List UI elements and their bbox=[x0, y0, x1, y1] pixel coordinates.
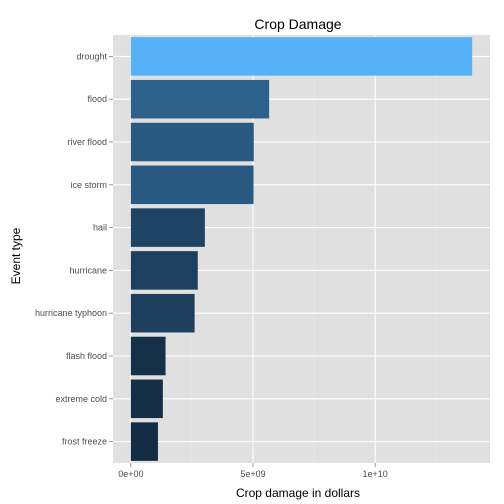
y-tick-label: flash flood bbox=[66, 351, 107, 361]
bar-river-flood bbox=[130, 122, 254, 162]
y-tick-label: hail bbox=[93, 223, 107, 233]
bar-drought bbox=[130, 37, 473, 76]
bar-ice-storm bbox=[130, 165, 254, 205]
bar-hurricane bbox=[130, 251, 198, 290]
y-tick-label: extreme cold bbox=[55, 394, 107, 404]
x-tick-label: 1e+10 bbox=[363, 469, 388, 479]
y-tick-label: river flood bbox=[67, 137, 107, 147]
plot-panel bbox=[113, 35, 490, 463]
y-tick-label: hurricane typhoon bbox=[35, 308, 107, 318]
y-tick-label: hurricane bbox=[69, 265, 107, 275]
y-tick-label: flood bbox=[87, 94, 107, 104]
x-tick-label: 0e+00 bbox=[118, 469, 143, 479]
y-tick-label: ice storm bbox=[70, 180, 107, 190]
x-tick-label: 5e+09 bbox=[240, 469, 265, 479]
bar-frost-freeze bbox=[130, 422, 158, 461]
y-axis-title: Event type bbox=[9, 227, 23, 284]
bar-extreme-cold bbox=[130, 379, 163, 419]
bar-hail bbox=[130, 208, 205, 247]
bar-hurricane-typhoon bbox=[130, 293, 195, 333]
y-tick-label: drought bbox=[76, 51, 107, 61]
x-axis-title: Crop damage in dollars bbox=[236, 486, 360, 500]
chart-title: Crop Damage bbox=[254, 16, 341, 32]
bar-flash-flood bbox=[130, 336, 166, 376]
y-tick-label: frost freeze bbox=[62, 437, 107, 447]
bar-flood bbox=[130, 79, 270, 119]
